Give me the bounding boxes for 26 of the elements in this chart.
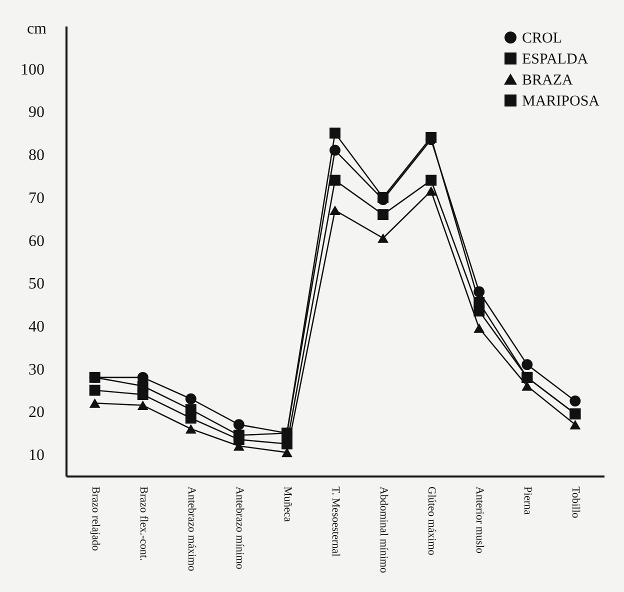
y-tick-label: 100 xyxy=(20,61,44,78)
x-tick-label: T. Mesoesternal xyxy=(330,486,342,557)
x-tick-label: Muñeca xyxy=(281,486,294,522)
legend-label: CROL xyxy=(522,30,562,46)
legend-label: ESPALDA xyxy=(522,52,588,68)
legend-label: MARIPOSA xyxy=(522,94,600,110)
x-tick-label: Antebrazo máximo xyxy=(185,486,198,572)
legend-label: BRAZA xyxy=(522,72,574,88)
x-tick-label: Tobillo xyxy=(570,486,582,519)
x-tick-label: Glúteo máximo xyxy=(426,486,438,556)
y-tick-label: 70 xyxy=(28,190,44,207)
x-tick-label: Pierna xyxy=(522,486,534,515)
y-axis-title: cm xyxy=(26,20,48,38)
y-tick-label: 90 xyxy=(28,104,44,122)
y-tick-label: 60 xyxy=(28,232,44,250)
x-tick-label: Antebrazo mínimo xyxy=(233,486,246,570)
x-tick-label: Brazo flex.-cont. xyxy=(137,486,150,561)
y-tick-label: 30 xyxy=(28,361,44,378)
x-tick-label: Abdominal mínimo xyxy=(378,486,390,574)
y-tick-label: 20 xyxy=(28,404,44,422)
y-tick-label: 40 xyxy=(28,318,44,336)
y-tick-label: 10 xyxy=(28,447,44,464)
y-tick-label: 80 xyxy=(28,147,44,164)
x-tick-label: Brazo relajado xyxy=(89,486,102,552)
y-tick-label: 50 xyxy=(28,276,44,293)
x-tick-label: Anterior muslo xyxy=(474,486,486,554)
